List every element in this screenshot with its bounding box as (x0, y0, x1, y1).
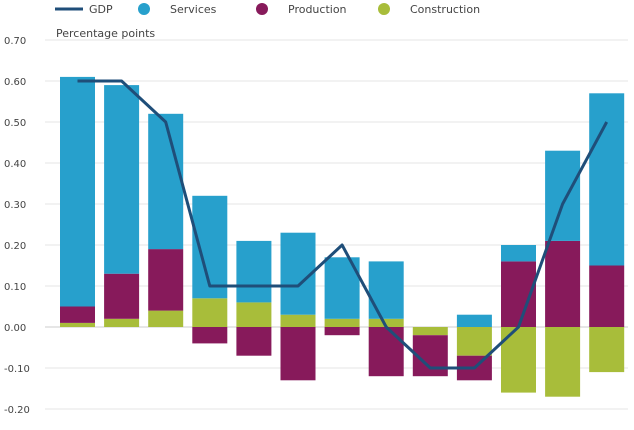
bar-construction (368, 318, 404, 327)
bar-services (545, 150, 581, 241)
bar-production (545, 240, 581, 327)
bar-services (236, 240, 272, 303)
bar-services (501, 245, 536, 262)
bar-construction (456, 327, 492, 356)
bar-services (368, 261, 404, 319)
legend: GDP Services Production Construction (55, 3, 480, 16)
legend-dot-swatch (256, 3, 268, 15)
bar-production (280, 327, 316, 381)
bars (60, 76, 625, 397)
y-tick-label: 0.60 (4, 77, 26, 88)
y-axis-label: Percentage points (56, 27, 155, 40)
bar-construction (104, 318, 140, 327)
y-tick-label: 0.00 (4, 323, 26, 334)
bar-production (236, 327, 272, 356)
bar-services (589, 93, 625, 266)
bar-production (324, 327, 360, 336)
y-tick-label: 0.50 (4, 118, 26, 129)
bar-construction (60, 322, 95, 327)
bar-construction (148, 310, 184, 327)
bar-construction (280, 314, 316, 327)
bar-production (368, 327, 404, 377)
bar-services (148, 113, 184, 250)
legend-label: Construction (410, 3, 480, 16)
bar-services (60, 76, 95, 307)
bar-services (104, 85, 140, 274)
bar-construction (589, 327, 625, 373)
bar-services (456, 314, 492, 327)
legend-label: GDP (89, 3, 113, 16)
bar-production (589, 265, 625, 327)
y-tick-label: -0.20 (4, 405, 30, 416)
legend-dot-swatch (138, 3, 150, 15)
bar-production (148, 249, 184, 311)
y-tick-label: -0.10 (4, 364, 30, 375)
bar-production (104, 273, 140, 319)
legend-label: Production (288, 3, 347, 16)
bar-construction (236, 302, 272, 327)
y-tick-label: 0.30 (4, 200, 26, 211)
bar-production (60, 306, 95, 323)
bar-construction (324, 318, 360, 327)
y-tick-label: 0.10 (4, 282, 26, 293)
bar-construction (412, 327, 448, 336)
gdp-line-group (77, 79, 609, 370)
bar-construction (192, 298, 228, 327)
bar-construction (545, 327, 581, 397)
y-tick-label: 0.20 (4, 241, 26, 252)
legend-dot-swatch (378, 3, 390, 15)
y-tick-label: 0.40 (4, 159, 26, 170)
bar-production (192, 327, 228, 344)
y-tick-label: 0.70 (4, 36, 26, 47)
legend-label: Services (170, 3, 217, 16)
